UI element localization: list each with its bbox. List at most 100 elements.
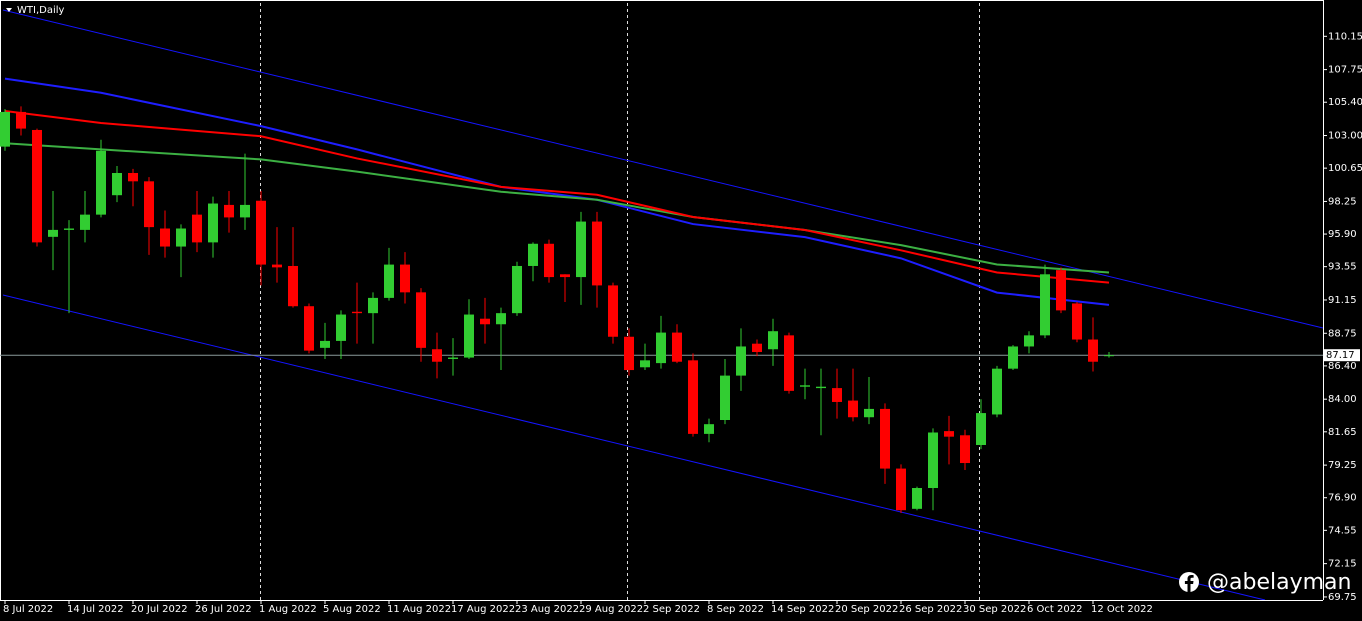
candle-body <box>944 431 954 437</box>
candle-body <box>960 435 970 464</box>
candle-body <box>64 228 74 230</box>
candle-body <box>480 318 490 325</box>
candle-body <box>832 388 842 402</box>
candle-body <box>704 424 714 434</box>
y-tick-label: 74.55 <box>1328 525 1357 536</box>
moving-average <box>4 142 1110 274</box>
candle-body <box>304 306 314 351</box>
candle-body <box>928 432 938 489</box>
chart-title: WTI,Daily <box>17 5 65 16</box>
candle-body <box>544 243 554 278</box>
candle-body <box>592 221 602 286</box>
y-tick-label: 88.75 <box>1328 328 1357 339</box>
candle-body <box>48 229 58 237</box>
x-tick-label: 11 Aug 2022 <box>387 604 451 615</box>
candle-body <box>640 360 650 368</box>
candle-body <box>400 264 410 293</box>
channel-lower <box>2 294 1266 601</box>
candle-body <box>720 375 730 421</box>
x-tick-label: 20 Sep 2022 <box>835 604 898 615</box>
y-tick-label: 84.00 <box>1328 394 1357 405</box>
x-tick-label: 14 Sep 2022 <box>771 604 834 615</box>
candle-body <box>464 314 474 358</box>
candle-body <box>848 400 858 418</box>
y-tick-label: 105.40 <box>1328 97 1362 108</box>
candle-body <box>96 150 106 215</box>
candle-body <box>208 203 218 243</box>
candle-body <box>1008 346 1018 369</box>
candle-body <box>752 343 762 353</box>
candle-body <box>560 274 570 278</box>
y-tick-label: 72.15 <box>1328 559 1357 570</box>
candle-body <box>416 292 426 348</box>
candle-body <box>1056 270 1066 311</box>
candle-body <box>160 228 170 247</box>
x-tick-label: 8 Jul 2022 <box>3 604 53 615</box>
candle-body <box>784 335 794 391</box>
candle-body <box>624 336 634 371</box>
candle-body <box>128 172 138 182</box>
y-tick-label: 86.40 <box>1328 361 1357 372</box>
candle-body <box>528 243 538 266</box>
x-tick-label: 8 Sep 2022 <box>707 604 764 615</box>
candle-body <box>496 313 506 325</box>
candle-body <box>512 265 522 314</box>
menu-triangle <box>6 8 12 12</box>
candle-body <box>672 332 682 362</box>
candle-body <box>688 360 698 434</box>
candle-body <box>272 264 282 268</box>
candle-body <box>432 349 442 362</box>
last-price-box <box>1324 349 1360 362</box>
y-tick-label: 91.15 <box>1328 295 1357 306</box>
candle-body <box>256 200 266 265</box>
x-tick-label: 5 Aug 2022 <box>323 604 381 615</box>
y-tick-label: 100.65 <box>1328 163 1362 174</box>
y-tick-label: 69.75 <box>1328 592 1357 603</box>
watermark-text: @abelayman <box>1207 570 1351 595</box>
candle-body <box>768 331 778 350</box>
candle-body <box>576 221 586 278</box>
y-tick-label: 79.25 <box>1328 460 1357 471</box>
candle-body <box>736 346 746 376</box>
x-tick-label: 17 Aug 2022 <box>451 604 515 615</box>
watermark: @abelayman <box>1179 570 1351 595</box>
candle-body <box>880 408 890 469</box>
y-tick-label: 93.55 <box>1328 262 1357 273</box>
candle-body <box>608 285 618 337</box>
candle-body <box>240 204 250 218</box>
candle-body <box>320 340 330 348</box>
facebook-f <box>1184 575 1194 592</box>
x-tick-label: 26 Sep 2022 <box>899 604 962 615</box>
x-tick-label: 20 Jul 2022 <box>131 604 188 615</box>
x-tick-label: 2 Sep 2022 <box>643 604 700 615</box>
candle-body <box>352 311 362 314</box>
candle-body <box>224 204 234 218</box>
y-tick-label: 103.00 <box>1328 131 1362 142</box>
candle-body <box>16 111 26 129</box>
channel-upper <box>2 9 1324 329</box>
candle-body <box>896 468 906 511</box>
candle-body <box>0 111 10 147</box>
x-tick-label: 29 Aug 2022 <box>579 604 643 615</box>
candle-body <box>192 214 202 243</box>
candle-body <box>1072 303 1082 340</box>
candle-body <box>1040 274 1050 336</box>
x-tick-label: 26 Jul 2022 <box>195 604 252 615</box>
y-tick-label: 107.75 <box>1328 65 1362 76</box>
y-tick-label: 76.90 <box>1328 493 1357 504</box>
candle-body <box>368 297 378 314</box>
y-tick-label: 98.25 <box>1328 196 1357 207</box>
candle-body <box>1104 355 1114 357</box>
candle-body <box>112 172 122 196</box>
candle-body <box>656 332 666 364</box>
candle-body <box>912 488 922 509</box>
y-tick-label: 110.15 <box>1328 31 1362 42</box>
candle-body <box>800 385 810 387</box>
candle-body <box>992 368 1002 415</box>
candle-body <box>448 357 458 359</box>
y-tick-label: 81.65 <box>1328 427 1357 438</box>
candle-body <box>384 264 394 298</box>
